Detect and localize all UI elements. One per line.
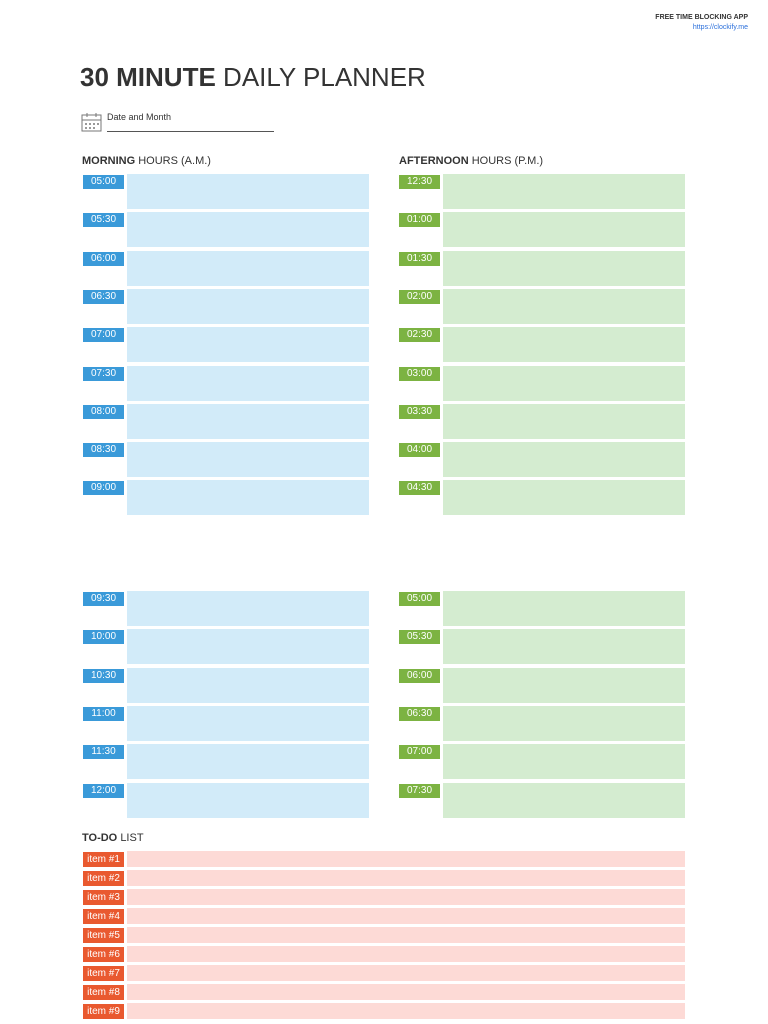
- title-regular: DAILY PLANNER: [223, 62, 426, 92]
- heading-regular: LIST: [120, 832, 144, 844]
- heading-bold: AFTERNOON: [399, 155, 469, 167]
- heading-bold: TO-DO: [82, 832, 118, 844]
- morning-heading: MORNING HOURS (A.M.): [82, 155, 211, 167]
- time-slot[interactable]: [443, 591, 685, 626]
- todo-label: item #6: [83, 947, 124, 962]
- time-slot[interactable]: [127, 327, 369, 363]
- time-slot[interactable]: [127, 744, 369, 780]
- time-slot[interactable]: [127, 591, 369, 626]
- time-slot[interactable]: [127, 629, 369, 665]
- time-label: 06:00: [83, 251, 124, 266]
- time-slot[interactable]: [127, 288, 369, 324]
- time-label: 03:30: [399, 404, 440, 419]
- time-slot[interactable]: [443, 705, 685, 741]
- time-label: 12:30: [399, 175, 440, 189]
- todo-label: item #3: [83, 890, 124, 905]
- time-slot[interactable]: [443, 403, 685, 439]
- time-slot[interactable]: [443, 174, 685, 209]
- time-label: 03:00: [399, 366, 440, 381]
- title: 30 MINUTE DAILY PLANNER: [80, 62, 426, 93]
- time-slot[interactable]: [127, 667, 369, 703]
- time-label: 06:30: [399, 706, 440, 721]
- time-label: 05:30: [83, 213, 124, 228]
- calendar-icon: [81, 113, 102, 132]
- time-slot[interactable]: [443, 744, 685, 780]
- time-slot[interactable]: [127, 782, 369, 818]
- todo-slot[interactable]: [127, 946, 685, 962]
- time-slot[interactable]: [127, 442, 369, 478]
- todo-label: item #8: [83, 985, 124, 1000]
- time-label: 07:30: [83, 366, 124, 381]
- todo-slot[interactable]: [127, 870, 685, 886]
- time-label: 04:30: [399, 481, 440, 496]
- time-slot[interactable]: [127, 403, 369, 439]
- todo-label: item #5: [83, 928, 124, 943]
- time-label: 09:30: [83, 592, 124, 606]
- time-label: 01:30: [399, 251, 440, 266]
- time-slot[interactable]: [443, 212, 685, 248]
- time-slot[interactable]: [127, 250, 369, 286]
- date-line[interactable]: [107, 131, 274, 132]
- time-label: 07:00: [399, 745, 440, 760]
- todo-slot[interactable]: [127, 984, 685, 1000]
- time-slot[interactable]: [443, 365, 685, 401]
- time-label: 01:00: [399, 213, 440, 228]
- todo-slot[interactable]: [127, 1003, 685, 1019]
- time-label: 05:00: [83, 175, 124, 189]
- time-label: 02:30: [399, 328, 440, 343]
- heading-regular: HOURS (A.M.): [138, 155, 211, 167]
- todo-slot[interactable]: [127, 927, 685, 943]
- time-slot[interactable]: [443, 288, 685, 324]
- date-label: Date and Month: [107, 112, 172, 122]
- time-label: 04:00: [399, 443, 440, 458]
- time-label: 06:30: [83, 289, 124, 304]
- todo-slot[interactable]: [127, 889, 685, 905]
- time-label: 02:00: [399, 289, 440, 304]
- time-slot[interactable]: [443, 480, 685, 516]
- time-label: 10:00: [83, 630, 124, 645]
- time-label: 11:00: [83, 706, 124, 721]
- time-slot[interactable]: [443, 442, 685, 478]
- time-label: 08:30: [83, 443, 124, 458]
- time-label: 12:00: [83, 783, 124, 798]
- todo-label: item #7: [83, 966, 124, 981]
- time-label: 06:00: [399, 668, 440, 683]
- time-slot[interactable]: [127, 705, 369, 741]
- todo-label: item #1: [83, 852, 124, 867]
- time-slot[interactable]: [443, 629, 685, 665]
- time-slot[interactable]: [443, 327, 685, 363]
- heading-bold: MORNING: [82, 155, 136, 167]
- time-slot[interactable]: [443, 250, 685, 286]
- app-label: FREE TIME BLOCKING APP: [655, 14, 748, 21]
- time-label: 05:00: [399, 592, 440, 606]
- heading-regular: HOURS (P.M.): [471, 155, 544, 167]
- time-slot[interactable]: [127, 212, 369, 248]
- app-url[interactable]: https://clockify.me: [692, 24, 748, 31]
- todo-slot[interactable]: [127, 851, 685, 867]
- time-label: 11:30: [83, 745, 124, 760]
- afternoon-heading: AFTERNOON HOURS (P.M.): [399, 155, 543, 167]
- time-label: 07:30: [399, 783, 440, 798]
- time-slot[interactable]: [443, 667, 685, 703]
- time-slot[interactable]: [443, 782, 685, 818]
- todo-label: item #4: [83, 909, 124, 924]
- time-slot[interactable]: [127, 480, 369, 516]
- time-slot[interactable]: [127, 365, 369, 401]
- time-label: 07:00: [83, 328, 124, 343]
- title-bold: 30 MINUTE: [80, 62, 216, 92]
- time-label: 10:30: [83, 668, 124, 683]
- time-slot[interactable]: [127, 174, 369, 209]
- time-label: 08:00: [83, 404, 124, 419]
- todo-label: item #2: [83, 871, 124, 886]
- todo-slot[interactable]: [127, 965, 685, 981]
- todo-heading: TO-DO LIST: [82, 832, 144, 844]
- todo-slot[interactable]: [127, 908, 685, 924]
- time-label: 09:00: [83, 481, 124, 496]
- todo-label: item #9: [83, 1004, 124, 1019]
- time-label: 05:30: [399, 630, 440, 645]
